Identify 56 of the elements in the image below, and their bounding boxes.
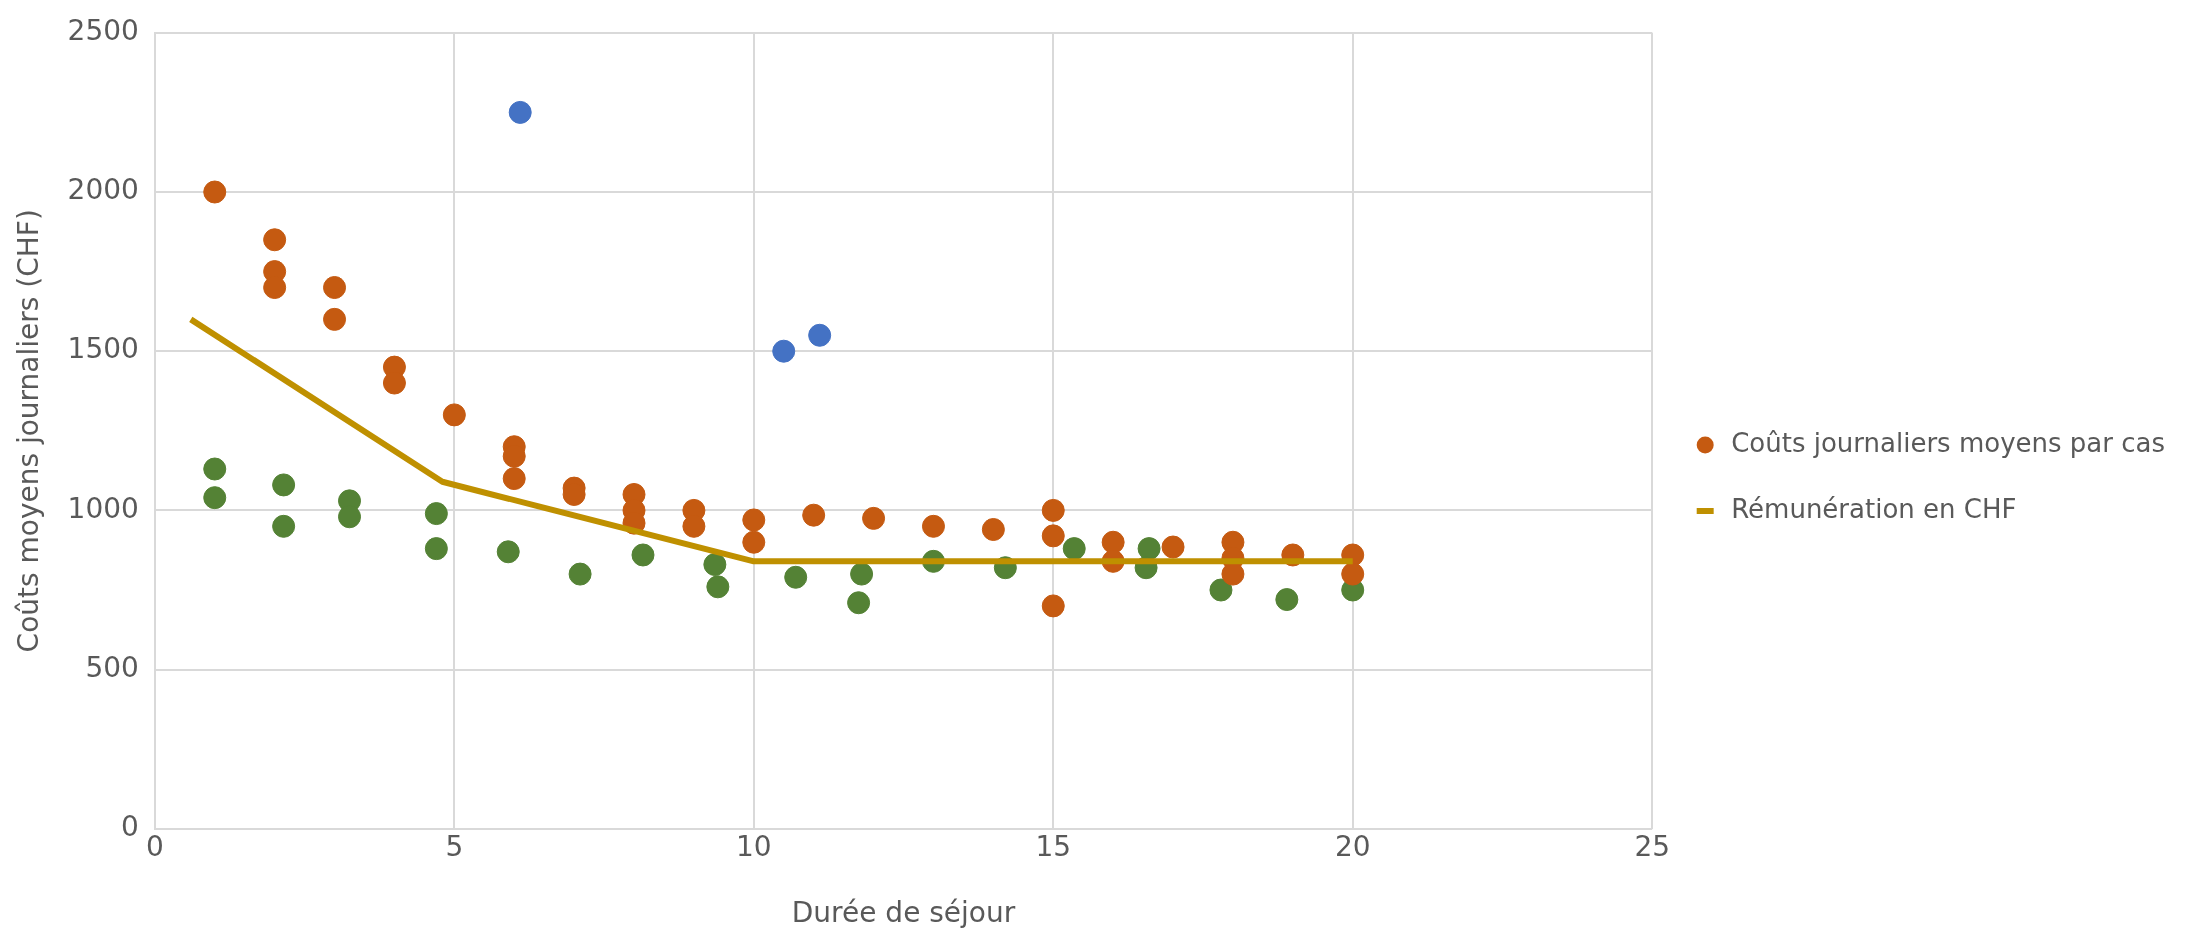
legend-label: Coûts journaliers moyens par cas xyxy=(1731,427,2165,458)
x-tick-label: 0 xyxy=(145,829,164,863)
x-tick-label: 15 xyxy=(1035,829,1072,863)
point xyxy=(1341,562,1365,586)
point xyxy=(502,467,526,491)
point xyxy=(1041,524,1065,548)
y-tick-label: 500 xyxy=(85,650,139,684)
point xyxy=(847,591,871,615)
point xyxy=(424,537,448,561)
x-tick-label: 25 xyxy=(1634,829,1671,863)
point xyxy=(742,530,766,554)
point xyxy=(808,323,832,347)
point xyxy=(1137,537,1161,561)
point xyxy=(272,473,296,497)
point xyxy=(263,276,287,300)
point xyxy=(203,486,227,510)
y-tick-label: 2000 xyxy=(67,173,139,207)
x-axis-title: Durée de séjour xyxy=(791,896,1016,930)
point xyxy=(424,502,448,526)
point xyxy=(323,276,347,300)
point xyxy=(706,575,730,599)
point xyxy=(568,562,592,586)
point xyxy=(802,503,826,527)
y-tick-label: 2500 xyxy=(67,14,139,48)
point xyxy=(784,565,808,589)
x-tick-label: 10 xyxy=(735,829,772,863)
point xyxy=(1209,578,1233,602)
point xyxy=(1101,530,1125,554)
point xyxy=(442,403,466,427)
point xyxy=(1062,537,1086,561)
y-tick-label: 1000 xyxy=(67,491,139,525)
point xyxy=(850,562,874,586)
point xyxy=(921,514,945,538)
point xyxy=(1161,535,1185,559)
point xyxy=(1041,498,1065,522)
point xyxy=(1041,594,1065,618)
point xyxy=(272,514,296,538)
point xyxy=(631,543,655,567)
point xyxy=(203,457,227,481)
point xyxy=(496,540,520,564)
point xyxy=(203,180,227,204)
y-axis-title: Coûts moyens journaliers (CHF) xyxy=(12,209,46,653)
x-tick-label: 5 xyxy=(445,829,464,863)
point xyxy=(263,228,287,252)
legend-label: Rémunération en CHF xyxy=(1731,493,2017,524)
point xyxy=(323,307,347,331)
point xyxy=(703,553,727,577)
y-tick-label: 1500 xyxy=(67,332,139,366)
point xyxy=(862,506,886,530)
point xyxy=(772,339,796,363)
point xyxy=(1275,588,1299,612)
point xyxy=(508,100,532,124)
point xyxy=(338,505,362,529)
point xyxy=(742,508,766,532)
x-tick-label: 20 xyxy=(1334,829,1371,863)
point xyxy=(981,518,1005,541)
